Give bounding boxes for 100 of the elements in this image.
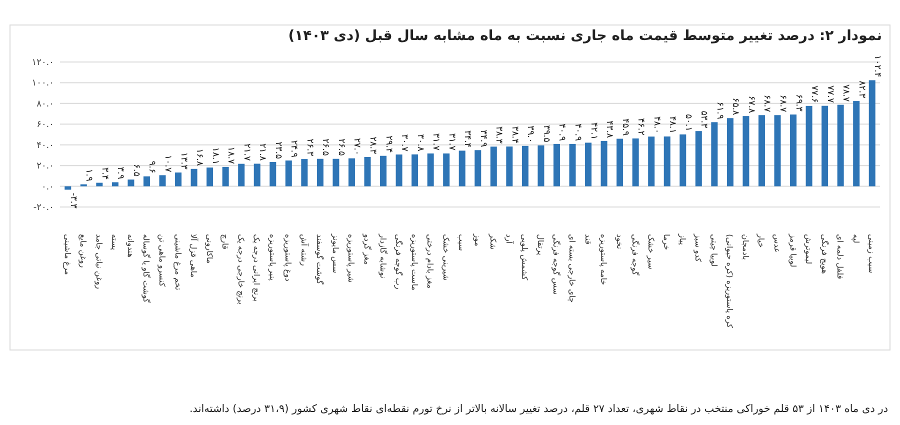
x-tick-label: روغن مایع <box>78 234 88 268</box>
data-label: ۶۱.۹ <box>714 102 724 120</box>
data-label: ۴۸.۰ <box>651 116 662 134</box>
data-label: ۴۲.۱ <box>588 122 598 140</box>
y-tick-label: ۴۰.۰ <box>36 140 54 151</box>
data-label: ۳۰.۷ <box>399 134 410 152</box>
data-label: ۳۸.۳ <box>494 126 504 144</box>
data-label: ۵۰.۱ <box>682 114 693 132</box>
x-tick-label: هویج فرنگی <box>820 234 830 274</box>
data-label: ۴۳.۸ <box>604 120 614 138</box>
data-label: -۳.۳ <box>68 192 78 209</box>
x-tick-label: پیاز <box>678 233 687 245</box>
data-label: ۲۳.۵ <box>272 142 283 160</box>
data-label: ۳۴.۹ <box>478 130 488 148</box>
x-tick-label: موز <box>472 233 482 246</box>
data-label: ۱.۹ <box>84 168 94 182</box>
x-tick-label: دوغ پاستوریزه <box>284 234 293 282</box>
y-tick-label: ۶۰.۰ <box>36 120 54 130</box>
data-label: ۳.۴ <box>99 167 110 180</box>
x-tick-label: مغز بادام درختی <box>426 234 435 288</box>
x-tick-label: شکر <box>488 233 498 250</box>
data-label: ۱۸.۱ <box>210 147 220 165</box>
data-label: ۲۶.۵ <box>336 138 346 156</box>
y-tick-label: -۲۰.۰ <box>33 203 54 213</box>
x-tick-label: مغز گردو <box>362 233 372 265</box>
data-label: ۳.۹ <box>115 166 126 180</box>
data-label: ۱۳.۳ <box>178 152 188 170</box>
data-label: ۳۴.۴ <box>462 130 472 148</box>
data-label: ۳۱.۷ <box>446 133 456 151</box>
data-label: ۶۹.۳ <box>793 94 804 112</box>
data-label: ۴۵.۹ <box>620 118 630 136</box>
x-tick-label: هندوانه <box>126 234 135 258</box>
chart-title: نمودار ۲: درصد تغییر متوسط قیمت ماه جاری نسبت به ماه مشابه سال قبل (دی ۱۴۰۳) <box>288 28 882 44</box>
data-label: ۳۰.۸ <box>414 134 425 152</box>
x-tick-label: نخود <box>614 234 624 250</box>
x-tick-label: رب گوجه فرنگی <box>394 234 404 290</box>
y-tick-label: ۸۰.۰ <box>36 99 54 110</box>
data-label: ۱۰۲.۴ <box>872 55 882 78</box>
x-tick-label: کنسرو ماهی تن <box>158 234 166 287</box>
data-label: ۳۱.۷ <box>430 133 441 151</box>
data-label: ۱۸.۷ <box>226 146 236 164</box>
x-tick-label: فلفل دلمه ای <box>836 234 845 280</box>
x-tick-label: شیرینی خشک <box>441 234 450 281</box>
data-label: ۲۹.۴ <box>383 135 394 153</box>
x-tick-label: لپه <box>851 234 860 244</box>
y-tick-label: ۱۲۰.۰ <box>32 58 54 68</box>
x-tick-label: عدس <box>772 234 782 253</box>
data-label: ۴۰.۹ <box>556 124 567 142</box>
x-tick-label: لوبیا چیتی <box>709 234 718 267</box>
data-label: ۹.۶ <box>146 160 157 174</box>
data-label: ۳۸.۴ <box>509 126 520 144</box>
data-label: ۴۸.۱ <box>667 116 678 134</box>
x-tick-label: برنج خارجی درجه یک <box>236 234 246 305</box>
x-tick-label: پرتقال <box>536 234 545 256</box>
data-label: ۲۷.۰ <box>352 138 362 156</box>
x-tick-label: خامه پاستوریزه <box>599 234 608 286</box>
data-label: ۷۷.۶ <box>809 86 820 104</box>
data-label: ۲۱.۸ <box>257 143 268 161</box>
x-tick-label: گوشت گاو یا گوساله <box>142 234 152 303</box>
x-tick-label: برنج ایرانی درجه یک <box>252 234 262 302</box>
data-label: ۷۸.۷ <box>840 84 851 102</box>
x-tick-label: پنیر پاستوریزه <box>268 234 277 281</box>
x-tick-label: خیار <box>756 233 766 248</box>
x-tick-label: لیموترش <box>804 234 814 264</box>
data-label: ۶۸.۷ <box>762 94 772 112</box>
data-label: ۶۸.۷ <box>778 94 788 112</box>
x-tick-label: گوشت گوسفند <box>315 234 326 285</box>
x-tick-label: کدو سبز <box>694 233 703 262</box>
data-label: ۴۰.۹ <box>572 124 582 142</box>
data-label: ۲۶.۳ <box>304 138 314 156</box>
x-tick-label: قند <box>583 234 592 245</box>
data-label: ۶۵.۸ <box>730 98 740 116</box>
data-label: ۸۲.۳ <box>856 80 866 98</box>
x-tick-label: ماکارونی <box>204 234 214 264</box>
data-label: ۴۶.۲ <box>636 118 646 136</box>
x-tick-label: تخم مرغ ماشینی <box>173 234 182 290</box>
y-tick-label: ۰.۰ <box>41 182 54 192</box>
x-tick-label: قارچ <box>220 234 230 250</box>
x-tick-label: چای خارجی بسته ای <box>568 234 576 303</box>
y-tick-label: ۱۰۰.۰ <box>32 78 54 89</box>
x-tick-label: روغن نباتی جامد <box>94 234 104 290</box>
x-tick-label: بادمجان <box>740 234 750 260</box>
text: در دی ماه ۱۴۰۳ از ۵۳ قلم خوراکی منتخب در نقاط شهری، تعداد ۲۷ قلم، درصد تغییر سالانه بالاتر از نرخ تورم نقطه‌ای نقاط شهری کشور (۳۱،۹ درصد) داشته‌اند. <box>189 403 888 415</box>
x-tick-label: شیر پاستوریزه <box>346 234 356 283</box>
data-label: ۶.۵ <box>130 164 141 177</box>
x-tick-label: ماست پاستوریزه <box>410 234 419 290</box>
data-label: ۷۷.۷ <box>824 85 835 103</box>
data-label: ۲۱.۷ <box>241 143 252 161</box>
data-label: ۳۹.۵ <box>540 125 551 143</box>
x-tick-label: لوبیا قرمز <box>788 233 798 268</box>
data-label: ۲۶.۵ <box>320 138 330 156</box>
x-tick-label: کشمش پلویی <box>520 234 530 280</box>
x-tick-label: آرد <box>504 234 514 244</box>
data-label: ۱۰.۷ <box>162 154 172 172</box>
x-tick-label: سیر خشک <box>646 234 656 270</box>
x-tick-label: سیب زمینی <box>867 234 876 274</box>
x-tick-label: گوجه فرنگی <box>630 234 641 276</box>
data-label: ۲۸.۳ <box>368 136 378 154</box>
data-label: ۶۷.۸ <box>746 96 756 114</box>
x-tick-label: سس مایونز <box>330 233 340 274</box>
